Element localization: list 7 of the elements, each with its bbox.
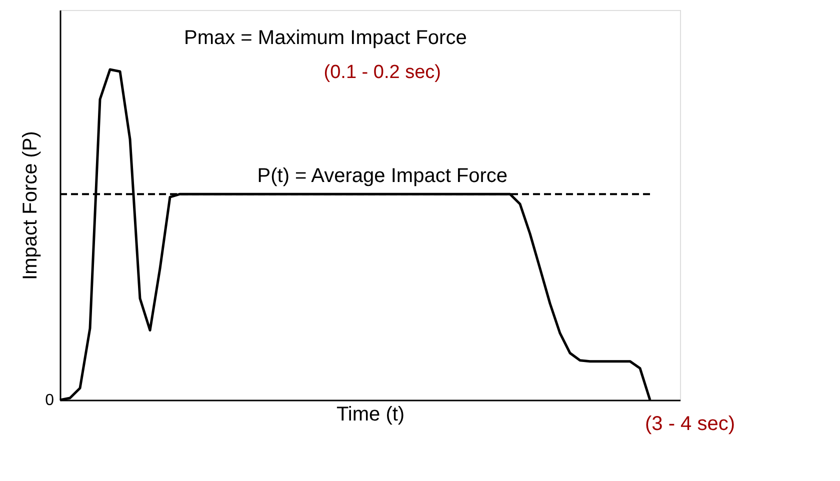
text: Pmax = Maximum Impact Force — [184, 27, 467, 49]
ref-line-label: P(t) = Average Impact Force — [257, 165, 508, 188]
x-axis-title: Time (t) — [336, 404, 405, 426]
text: 0 — [45, 392, 54, 409]
y-axis-title: Impact Force (P) — [20, 131, 42, 280]
text: (3 - 4 sec) — [644, 413, 736, 435]
annotation: (0.1 - 0.2 sec) — [324, 62, 442, 83]
